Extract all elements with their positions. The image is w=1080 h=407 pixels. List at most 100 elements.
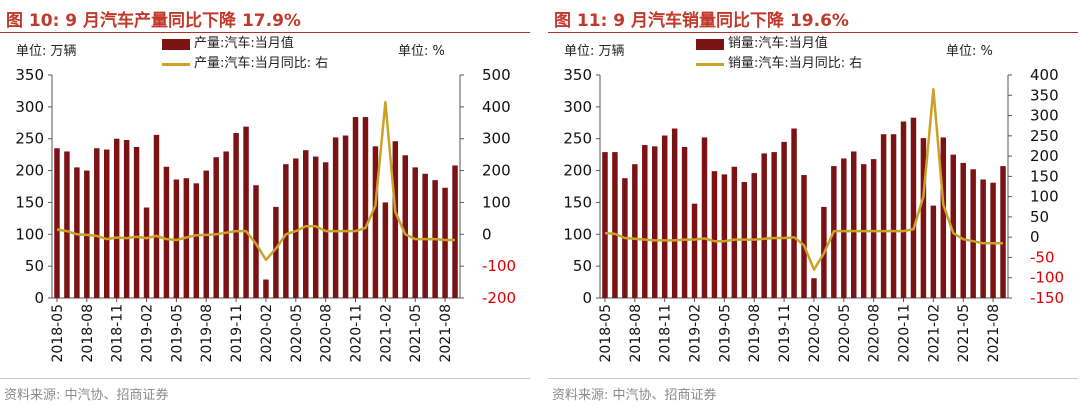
left-tick-label: 150 [563,193,592,211]
x-tick-label: 2021-08 [986,304,1002,363]
x-tick-label: 2020-11 [897,304,913,363]
right-unit-label: 单位: % [946,44,993,59]
x-tick-label: 2018-11 [658,304,674,363]
source-note: 资料来源: 中汽协、招商证券 [4,388,169,403]
left-tick-label: 300 [15,98,44,116]
bar [711,171,718,298]
bar [233,132,239,298]
x-tick-label: 2018-05 [598,304,614,363]
bar [372,146,379,298]
figure-10-chart: 0 50 100 150 200 250 300 350 -200 -100 0 100 200 300 4… [15,66,516,363]
bar [791,128,797,298]
left-tick-label: 250 [563,130,592,148]
chart-legend: 产量:汽车:当月值 产量:汽车:当月同比: 右 [162,34,328,74]
bar [342,135,349,298]
bar [691,203,698,298]
chart-legend: 销量:汽车:当月值 销量:汽车:当月同比: 右 [696,34,862,74]
legend-label-bar: 产量:汽车:当月值 [194,36,294,51]
bar [223,151,229,298]
bar [263,279,269,298]
bar [362,117,369,299]
bar [731,166,738,298]
bar [123,139,130,298]
title-divider [548,32,1078,33]
legend-swatch-line [696,63,724,66]
bar [382,202,389,298]
bar [612,152,618,298]
right-tick-label: -100 [1030,269,1064,287]
bar [452,165,458,298]
bar [751,173,757,298]
right-tick-label: -150 [1030,289,1064,307]
bar [781,141,787,298]
legend-label-line: 销量:汽车:当月同比: 右 [728,56,863,71]
x-tick-label: 2018-11 [110,304,126,363]
left-tick-label: 200 [15,162,44,180]
right-tick-label: 350 [1030,86,1059,104]
x-tick-label: 2018-08 [80,304,96,363]
bar [303,150,309,298]
bar [103,149,110,298]
bar [163,166,170,298]
right-tick-label: 0 [482,225,492,243]
x-tick-label: 2020-02 [807,304,823,363]
left-tick-label: 50 [573,257,592,275]
x-tick-label: 2019-02 [140,304,156,363]
x-tick-label: 2021-05 [956,304,972,363]
bar [253,185,259,298]
bar [64,151,70,298]
bar [243,126,249,298]
right-tick-label: -100 [482,257,516,275]
bar [701,137,708,298]
right-tick-label: 100 [1030,188,1059,206]
bar [422,173,428,298]
source-divider [0,378,530,379]
right-tick-label: 50 [1030,208,1049,226]
x-tick-label: 2019-11 [777,304,793,363]
x-tick-label: 2019-08 [747,304,763,363]
left-tick-label: 150 [15,193,44,211]
bar [940,137,947,298]
left-unit-label: 单位: 万辆 [564,44,625,59]
right-tick-label: 200 [482,162,511,180]
bar [930,205,937,298]
bar [632,164,638,298]
left-unit-label: 单位: 万辆 [16,44,77,59]
bar [293,158,299,298]
bar [851,151,857,298]
left-tick-label: 50 [25,257,44,275]
bar [143,207,150,298]
x-tick-label: 2020-11 [349,304,365,363]
right-tick-label: 300 [1030,107,1059,125]
bar [970,169,976,298]
bar [642,145,648,298]
left-tick-label: 300 [563,98,592,116]
bar [990,182,996,298]
right-tick-label: 250 [1030,127,1059,145]
x-tick-label: 2021-08 [438,304,454,363]
bar [900,121,907,298]
x-tick-label: 2021-05 [408,304,424,363]
bar [681,146,688,298]
right-tick-label: 200 [1030,147,1059,165]
left-tick-label: 200 [563,162,592,180]
bar [801,175,807,298]
bar [153,134,160,298]
left-tick-label: 0 [582,289,592,307]
bar [54,148,60,298]
right-tick-label: 500 [482,66,511,84]
figure-11-title: 图 11: 9 月汽车销量同比下降 19.6% [554,11,849,31]
bar [661,135,668,298]
right-tick-label: 400 [482,98,511,116]
bar [392,141,399,298]
bar [193,183,200,298]
bar [950,154,957,298]
bar [332,137,339,298]
right-tick-label: -200 [482,289,516,307]
legend-item-line: 产量:汽车:当月同比: 右 [162,54,328,74]
bar [283,164,289,298]
yoy-line [604,87,1003,271]
bar [721,174,728,298]
legend-swatch-bar [162,39,190,50]
legend-item-bar: 销量:汽车:当月值 [696,34,862,54]
